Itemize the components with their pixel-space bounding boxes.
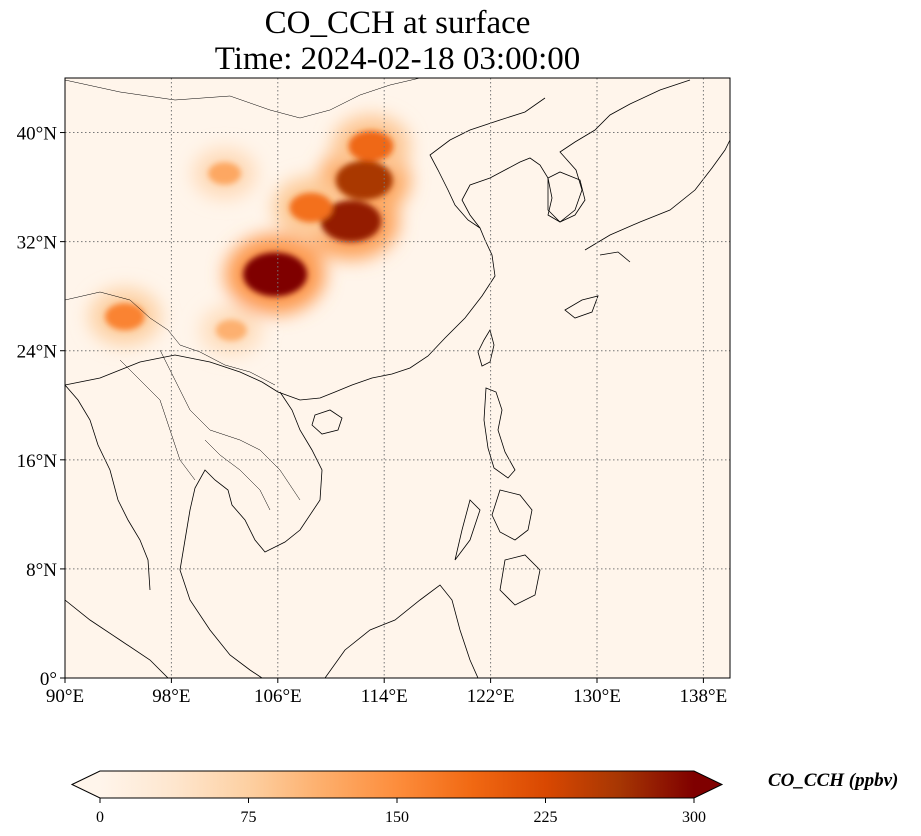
plume-core	[289, 192, 333, 223]
border-laos	[204, 439, 271, 511]
lon-tick-label: 122°E	[467, 686, 515, 707]
colorbar-tick-label: 300	[682, 809, 706, 826]
island-taiwan	[477, 328, 495, 367]
lat-tick-label: 24°N	[17, 342, 58, 363]
colorbar-tick-label: 225	[534, 809, 558, 826]
plume-core	[208, 162, 242, 185]
plume-core	[215, 319, 247, 341]
plume-core	[348, 130, 394, 162]
border-inner	[159, 349, 301, 501]
colorbar-gradient	[100, 771, 694, 798]
lat-tick-label: 16°N	[17, 451, 58, 472]
colorbar-extend-low	[72, 771, 100, 798]
plume-core	[243, 252, 308, 297]
lat-tick-label: 40°N	[17, 124, 58, 145]
colorbar-tick-label: 150	[385, 809, 409, 826]
colorbar-tick-label: 75	[241, 809, 257, 826]
map-plot-area	[65, 78, 730, 678]
pollution-plumes	[104, 130, 394, 341]
island-korea	[547, 171, 586, 223]
lon-tick-label: 130°E	[573, 686, 621, 707]
island-borneo	[324, 584, 479, 678]
colorbar-tick-label: 0	[96, 809, 104, 826]
lon-tick-label: 98°E	[152, 686, 190, 707]
map-title: CO_CCH at surface	[264, 5, 531, 41]
lat-tick-label: 32°N	[17, 233, 58, 254]
island-hainan	[311, 409, 343, 435]
lon-tick-label: 106°E	[254, 686, 302, 707]
coastline-indochina	[179, 391, 323, 678]
lat-tick-label: 0°	[40, 669, 57, 690]
border-north	[65, 78, 421, 119]
country-borders	[65, 78, 421, 511]
colorbar-extend-high	[694, 771, 722, 798]
map-time: Time: 2024-02-18 03:00:00	[214, 41, 581, 77]
plume-core	[104, 303, 145, 331]
lat-axis: 0° 8°N 16°N 24°N 32°N 40°N	[17, 124, 65, 690]
island-philippines-south	[454, 489, 541, 606]
colorbar: 0 75 150 225 300	[70, 770, 724, 826]
lon-tick-label: 90°E	[46, 686, 84, 707]
lat-tick-label: 8°N	[26, 560, 57, 581]
island-japan	[564, 139, 730, 319]
border-china-south	[65, 291, 276, 386]
plume-core	[335, 160, 393, 200]
coastline-bohai	[429, 97, 546, 229]
graticule	[65, 78, 730, 678]
lon-tick-label: 114°E	[361, 686, 408, 707]
lon-tick-label: 138°E	[680, 686, 728, 707]
lon-axis: 90°E 98°E 106°E 114°E 122°E 130°E 138°E	[46, 678, 727, 707]
border-myanmar	[119, 359, 196, 481]
island-luzon	[483, 387, 516, 479]
coastline-west	[65, 384, 151, 591]
plume-core	[320, 200, 382, 242]
map-frame	[64, 77, 731, 679]
coastlines	[65, 79, 730, 678]
colorbar-ticks: 0 75 150 225 300	[96, 798, 706, 826]
colorbar-label: CO_CCH (ppbv)	[768, 770, 899, 791]
island-sumatra-malaya	[65, 599, 169, 678]
